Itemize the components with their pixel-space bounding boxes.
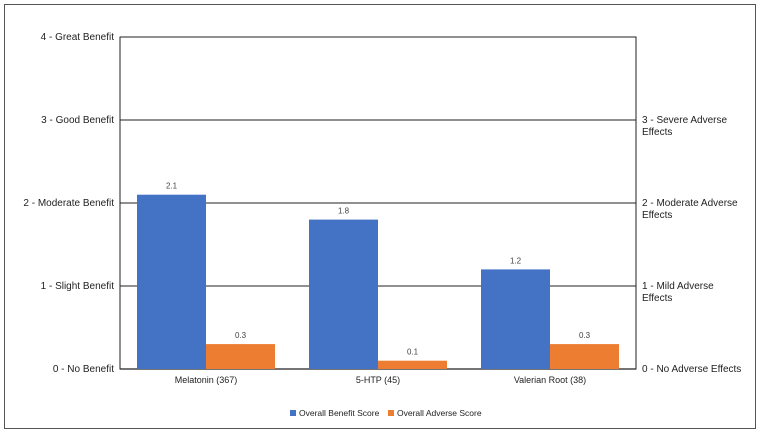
bar — [378, 360, 447, 369]
y-right-tick-label: 0 - No Adverse Effects — [642, 364, 741, 375]
y-left-tick-label: 4 - Great Benefit — [41, 32, 115, 43]
chart-frame — [4, 4, 756, 429]
legend-swatch — [388, 410, 394, 416]
bar — [481, 269, 550, 369]
y-left-tick-label: 0 - No Benefit — [53, 364, 114, 375]
bar — [137, 194, 206, 369]
y-left-tick-label: 1 - Slight Benefit — [41, 281, 115, 292]
data-label: 0.3 — [579, 331, 591, 340]
data-label: 0.1 — [407, 348, 419, 357]
data-label: 0.3 — [235, 331, 247, 340]
data-label: 2.1 — [166, 182, 178, 191]
y-left-tick-label: 3 - Good Benefit — [41, 115, 114, 126]
y-right-tick-label: 2 - Moderate Adverse Effects — [642, 198, 738, 221]
data-label: 1.2 — [510, 256, 522, 265]
y-left-tick-label: 2 - Moderate Benefit — [23, 198, 114, 209]
legend-label: Overall Adverse Score — [397, 408, 482, 418]
y-right-tick-label: 1 - Mild Adverse Effects — [642, 281, 714, 304]
x-category-label: 5-HTP (45) — [356, 375, 400, 385]
x-category-label: Melatonin (367) — [175, 375, 238, 385]
y-right-tick-label: 3 - Severe Adverse Effects — [642, 115, 727, 138]
legend-swatch — [290, 410, 296, 416]
bar — [206, 344, 275, 369]
bar — [550, 344, 619, 369]
legend-label: Overall Benefit Score — [299, 408, 380, 418]
data-label: 1.8 — [338, 207, 350, 216]
bar — [309, 219, 378, 369]
x-category-label: Valerian Root (38) — [514, 375, 586, 385]
